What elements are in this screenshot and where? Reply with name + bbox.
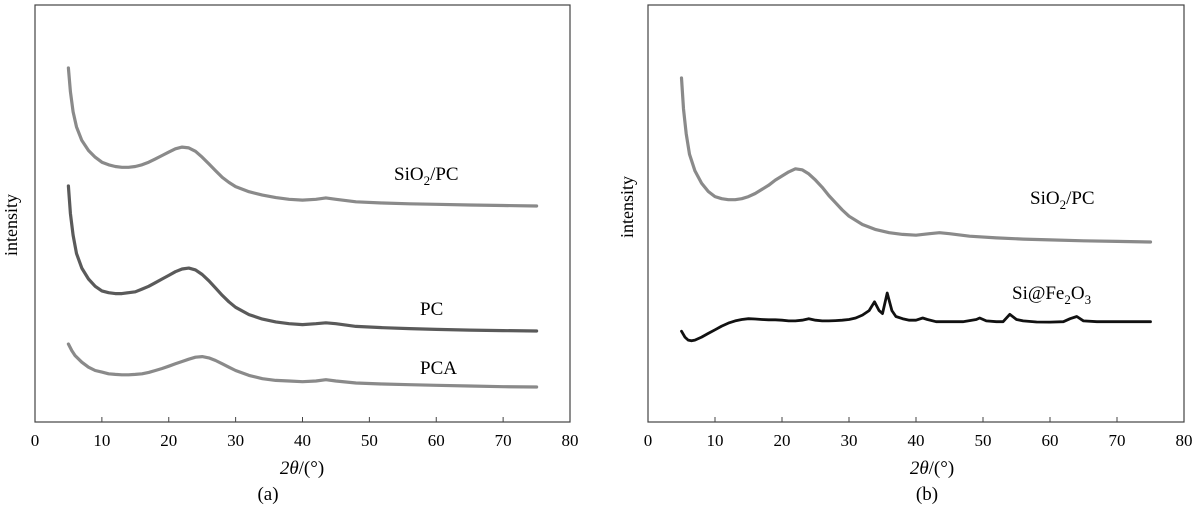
series-lines-b	[679, 76, 1153, 343]
x-tick-label: 0	[31, 431, 40, 450]
series-label-si-fe2o3-b: Si@Fe2O3	[1012, 283, 1091, 307]
x-tick-label: 20	[160, 431, 177, 450]
y-axis-label-a: intensity	[1, 194, 21, 256]
x-tick-label: 20	[774, 431, 791, 450]
x-tick-label: 50	[361, 431, 378, 450]
line-pc-a	[66, 184, 539, 333]
plot-frame-b	[647, 4, 1185, 423]
line-sio2-pc-a	[66, 66, 539, 208]
line-sio2-pc-b	[679, 76, 1153, 244]
series-label-pc-a: PC	[420, 299, 443, 320]
panel-caption-a: (a)	[257, 484, 278, 505]
x-tick-label: 40	[908, 431, 925, 450]
x-tick-label: 70	[495, 431, 512, 450]
x-tick-label: 0	[644, 431, 653, 450]
x-tick-label: 60	[428, 431, 445, 450]
panel-caption-b: (b)	[916, 484, 938, 505]
line-si-fe2o3-b	[680, 291, 1152, 343]
x-axis-label-a: 2θ/(°)	[280, 458, 324, 479]
x-tick-label: 70	[1109, 431, 1126, 450]
x-tick-label: 50	[975, 431, 992, 450]
x-tick-label: 30	[227, 431, 244, 450]
x-tick-label: 10	[707, 431, 724, 450]
series-label-sio2-pc-b: SiO2/PC	[1030, 188, 1095, 212]
x-tick-label: 80	[562, 431, 579, 450]
plot-frame-a	[34, 4, 571, 423]
panel-a: intensity 0 10 20 30 40 50 60 70 80 2θ/(°) (a) S…	[1, 4, 579, 505]
series-label-pca-a: PCA	[420, 358, 457, 379]
x-tick-label: 30	[841, 431, 858, 450]
x-tick-label: 10	[93, 431, 110, 450]
x-tick-label: 40	[294, 431, 311, 450]
y-axis-label-b: intensity	[617, 176, 637, 238]
x-tick-label: 80	[1176, 431, 1193, 450]
x-ticks-a: 0 10 20 30 40 50 60 70 80	[31, 417, 579, 450]
x-ticks-b: 0 10 20 30 40 50 60 70 80	[644, 417, 1193, 450]
x-axis-label-b: 2θ/(°)	[910, 458, 954, 479]
series-label-sio2-pc-a: SiO2/PC	[394, 164, 459, 188]
line-pca-a	[66, 342, 539, 389]
panel-b: intensity 0 10 20 30 40 50 60 70 80 2θ/(°) (b) S…	[617, 4, 1193, 505]
series-lines-a	[66, 66, 539, 389]
x-tick-label: 60	[1042, 431, 1059, 450]
